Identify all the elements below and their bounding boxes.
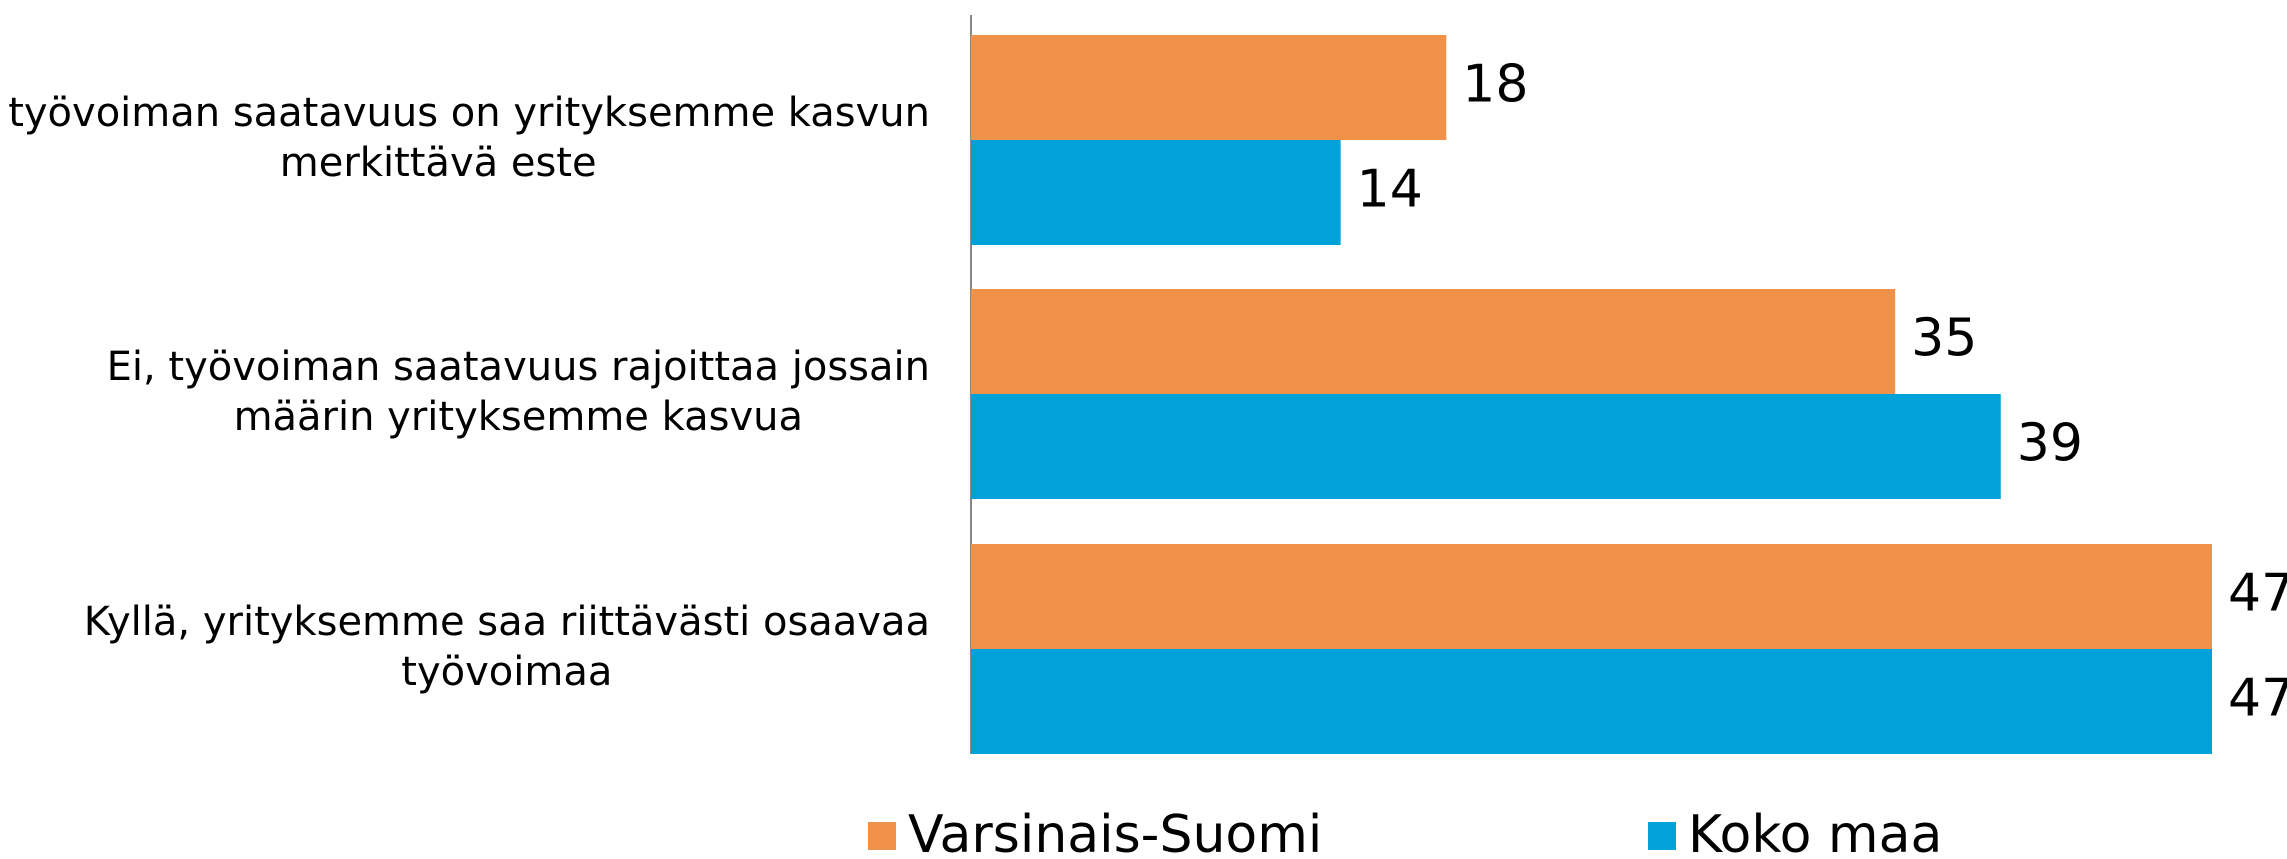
value-label: 35 [1911,309,1977,369]
legend-swatch [1648,822,1676,850]
bar [971,140,1341,245]
bar [971,35,1447,140]
legend-label: Varsinais-Suomi [908,805,1322,855]
category-label: Ei, työvoiman saatavuus on yrityksemme k… [0,90,930,186]
value-label: 47 [2228,669,2287,729]
bar [971,394,2001,499]
legend-swatch [868,822,896,850]
value-label: 18 [1462,55,1528,115]
legend-label: Koko maa [1688,805,1942,855]
value-label: 14 [1357,160,1423,220]
category-label: Kyllä, yrityksemme saa riittävästi osaav… [84,599,930,695]
value-label: 47 [2228,564,2287,624]
category-label: Ei, työvoiman saatavuus rajoittaa jossai… [107,344,930,440]
bar [971,544,2212,649]
bar [971,649,2212,754]
value-label: 39 [2017,414,2083,474]
bar [971,289,1896,394]
